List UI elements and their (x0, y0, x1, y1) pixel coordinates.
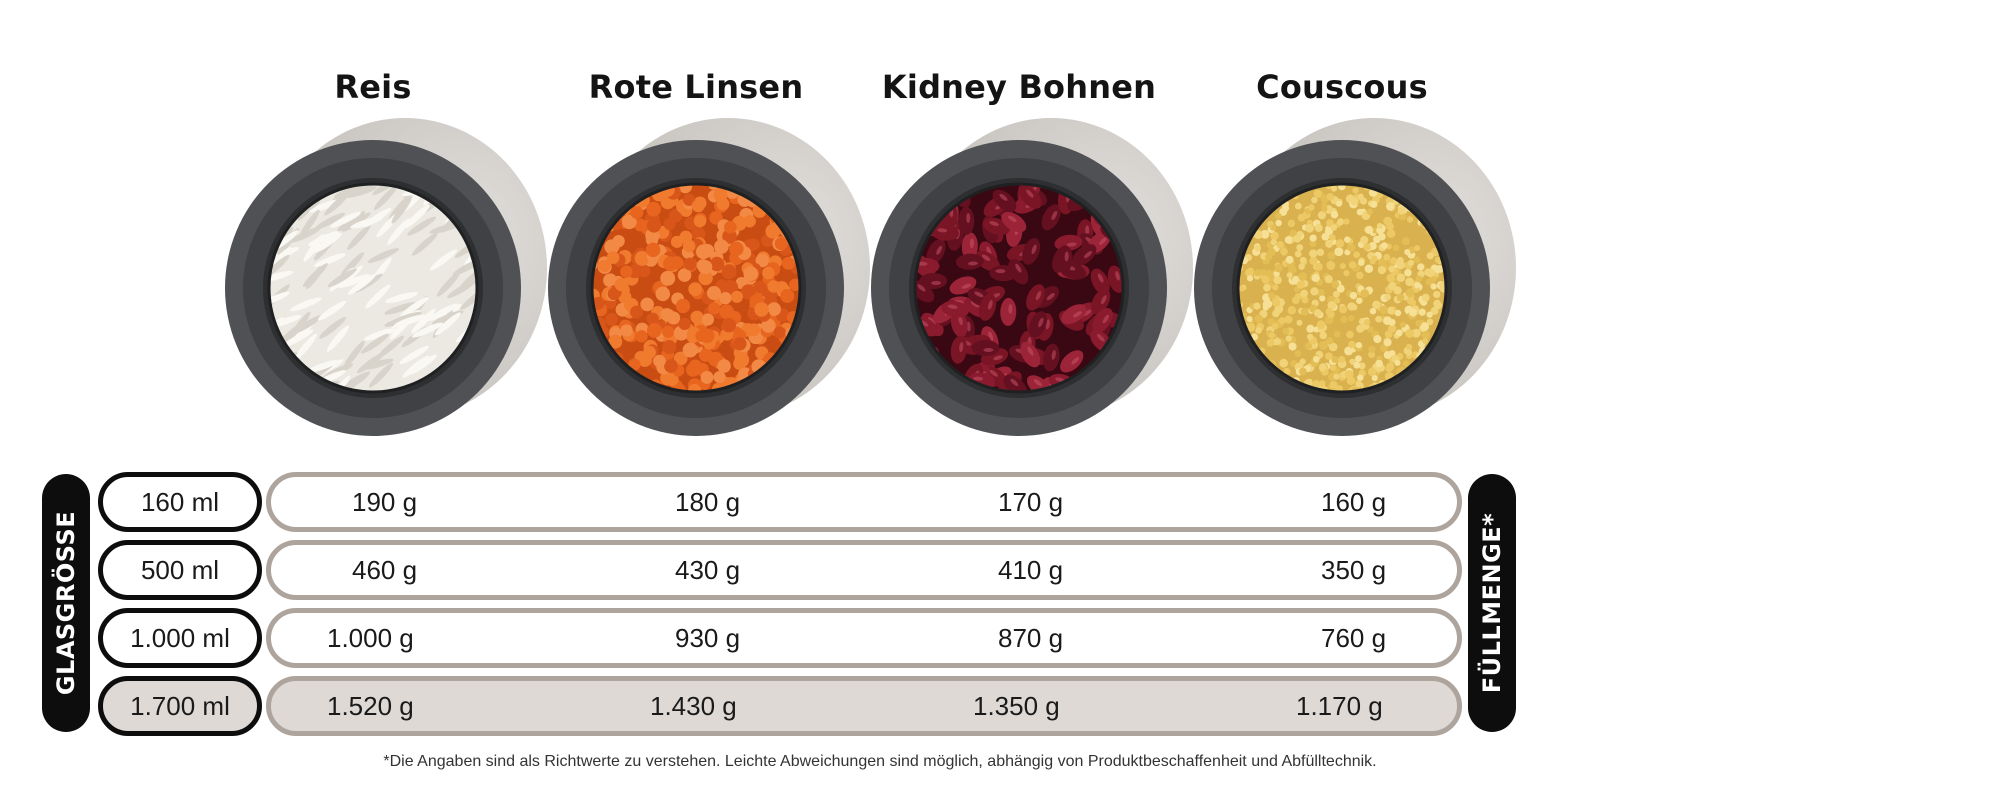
cell-rote-linsen: 180 g (675, 487, 741, 517)
cell-reis: 1.000 g (327, 623, 414, 653)
cell-kidney-bohnen: 870 g (998, 623, 1064, 653)
jar-couscous-image (1182, 118, 1516, 448)
product-title-kidney-bohnen: Kidney Bohnen (881, 68, 1157, 106)
product-title-rote-linsen: Rote Linsen (588, 68, 804, 106)
size-pill-1700: 1.700 ml (98, 676, 262, 736)
cell-kidney-bohnen: 170 g (998, 487, 1064, 517)
size-pill-1000: 1.000 ml (98, 608, 262, 668)
cell-rote-linsen: 430 g (675, 555, 741, 585)
size-pill-500: 500 ml (98, 540, 262, 600)
fill-amount-label: FÜLLMENGE* (1468, 474, 1516, 732)
cell-rote-linsen: 1.430 g (650, 691, 737, 721)
table-row-500: 460 g 430 g 410 g 350 g (266, 540, 1462, 600)
footnote: *Die Angaben sind als Richtwerte zu vers… (383, 753, 1377, 770)
storage-jar-beans-icon (871, 118, 1193, 436)
size-value: 500 ml (140, 554, 220, 585)
cell-rote-linsen: 930 g (675, 623, 741, 653)
cell-kidney-bohnen: 410 g (998, 555, 1064, 585)
glass-size-label-text: GLASGRÖSSE (52, 510, 80, 696)
cell-couscous: 1.170 g (1296, 691, 1383, 721)
jar-lentils-image (536, 118, 870, 448)
fill-amount-label-text: FÜLLMENGE* (1478, 512, 1506, 694)
storage-jar-couscous-icon (1194, 118, 1516, 436)
cell-kidney-bohnen: 1.350 g (973, 691, 1060, 721)
cell-reis: 190 g (352, 487, 418, 517)
table-row-160: 190 g 180 g 170 g 160 g (266, 472, 1462, 532)
storage-jar-rice-icon (225, 118, 547, 436)
jar-rice-image (213, 118, 547, 448)
cell-couscous: 350 g (1321, 555, 1387, 585)
storage-jar-lentils-icon (548, 118, 870, 436)
cell-couscous: 760 g (1321, 623, 1387, 653)
size-value: 1.700 ml (130, 690, 230, 721)
product-title-couscous: Couscous (1256, 68, 1428, 106)
glass-size-label: GLASGRÖSSE (42, 474, 90, 732)
cell-reis: 460 g (352, 555, 418, 585)
table-row-1000: 1.000 g 930 g 870 g 760 g (266, 608, 1462, 668)
jar-beans-image (859, 118, 1193, 448)
cell-reis: 1.520 g (327, 691, 414, 721)
size-pill-160: 160 ml (98, 472, 262, 532)
size-value: 1.000 ml (130, 622, 230, 653)
cell-couscous: 160 g (1321, 487, 1387, 517)
table-row-1700: 1.520 g 1.430 g 1.350 g 1.170 g (266, 676, 1462, 736)
size-value: 160 ml (140, 486, 220, 517)
product-title-reis: Reis (334, 68, 412, 106)
